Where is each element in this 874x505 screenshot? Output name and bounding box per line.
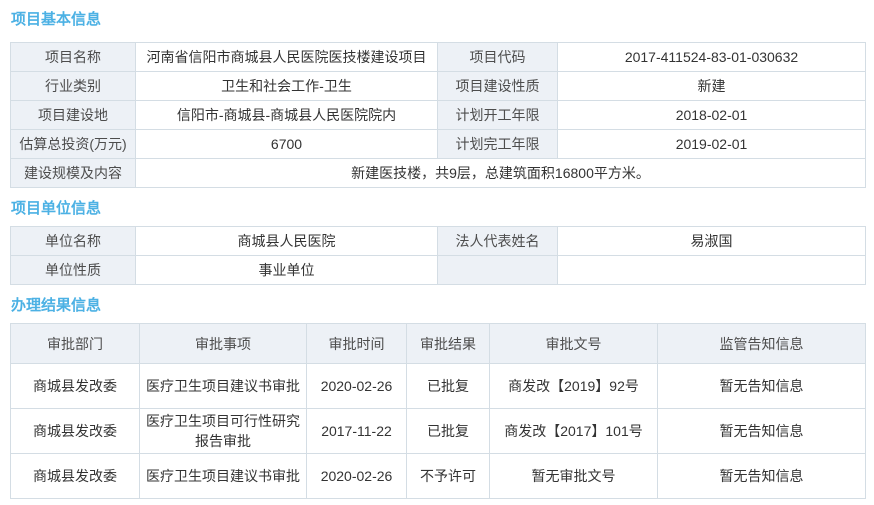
table-row: 建设规模及内容 新建医技楼，共9层，总建筑面积16800平方米。 <box>10 158 866 188</box>
table-row: 商城县发改委 医疗卫生项目建议书审批 2020-02-26 已批复 商发改【20… <box>10 363 866 409</box>
supervision-notice-cell: 暂无告知信息 <box>657 453 866 499</box>
approval-item-cell: 医疗卫生项目建议书审批 <box>139 363 307 409</box>
basic-info-table: 项目名称 河南省信阳市商城县人民医院医技楼建设项目 项目代码 2017-4115… <box>10 42 866 188</box>
unit-info-section-title: 项目单位信息 <box>11 200 102 217</box>
table-row: 项目建设地 信阳市-商城县-商城县人民医院院内 计划开工年限 2018-02-0… <box>10 100 866 130</box>
table-row: 单位性质 事业单位 <box>10 255 866 285</box>
table-row: 商城县发改委 医疗卫生项目可行性研究报告审批 2017-11-22 已批复 商发… <box>10 408 866 454</box>
estimated-investment-value: 6700 <box>135 129 438 159</box>
supervision-notice-cell: 暂无告知信息 <box>657 363 866 409</box>
approval-department-header: 审批部门 <box>10 323 140 364</box>
estimated-investment-label: 估算总投资(万元) <box>10 129 136 159</box>
table-row: 单位名称 商城县人民医院 法人代表姓名 易淑国 <box>10 226 866 256</box>
industry-category-value: 卫生和社会工作-卫生 <box>135 71 438 101</box>
planned-completion-year-label: 计划完工年限 <box>437 129 558 159</box>
planned-start-year-label: 计划开工年限 <box>437 100 558 130</box>
project-name-label: 项目名称 <box>10 42 136 72</box>
approval-time-cell: 2017-11-22 <box>306 408 407 454</box>
supervision-notice-header: 监管告知信息 <box>657 323 866 364</box>
table-row: 项目名称 河南省信阳市商城县人民医院医技楼建设项目 项目代码 2017-4115… <box>10 42 866 72</box>
empty-label-cell <box>437 255 558 285</box>
construction-scale-value: 新建医技楼，共9层，总建筑面积16800平方米。 <box>135 158 866 188</box>
project-name-value: 河南省信阳市商城县人民医院医技楼建设项目 <box>135 42 438 72</box>
result-info-section-title: 办理结果信息 <box>11 297 102 314</box>
approval-doc-number-cell: 商发改【2019】92号 <box>489 363 658 409</box>
approval-doc-number-cell: 商发改【2017】101号 <box>489 408 658 454</box>
basic-info-section-title: 项目基本信息 <box>11 11 102 28</box>
project-code-value: 2017-411524-83-01-030632 <box>557 42 866 72</box>
project-code-label: 项目代码 <box>437 42 558 72</box>
result-info-table: 审批部门 审批事项 审批时间 审批结果 审批文号 监管告知信息 商城县发改委 医… <box>10 323 866 499</box>
legal-representative-label: 法人代表姓名 <box>437 226 558 256</box>
approval-doc-number-header: 审批文号 <box>489 323 658 364</box>
table-row: 行业类别 卫生和社会工作-卫生 项目建设性质 新建 <box>10 71 866 101</box>
approval-time-cell: 2020-02-26 <box>306 363 407 409</box>
approval-doc-number-cell: 暂无审批文号 <box>489 453 658 499</box>
approval-item-cell: 医疗卫生项目建议书审批 <box>139 453 307 499</box>
table-row: 估算总投资(万元) 6700 计划完工年限 2019-02-01 <box>10 129 866 159</box>
table-row: 商城县发改委 医疗卫生项目建议书审批 2020-02-26 不予许可 暂无审批文… <box>10 453 866 499</box>
construction-nature-value: 新建 <box>557 71 866 101</box>
approval-department-cell: 商城县发改委 <box>10 363 140 409</box>
planned-start-year-value: 2018-02-01 <box>557 100 866 130</box>
industry-category-label: 行业类别 <box>10 71 136 101</box>
construction-site-value: 信阳市-商城县-商城县人民医院院内 <box>135 100 438 130</box>
planned-completion-year-value: 2019-02-01 <box>557 129 866 159</box>
approval-time-cell: 2020-02-26 <box>306 453 407 499</box>
approval-result-cell: 已批复 <box>406 363 490 409</box>
table-header-row: 审批部门 审批事项 审批时间 审批结果 审批文号 监管告知信息 <box>10 323 866 364</box>
approval-result-header: 审批结果 <box>406 323 490 364</box>
empty-value-cell <box>557 255 866 285</box>
construction-site-label: 项目建设地 <box>10 100 136 130</box>
legal-representative-value: 易淑国 <box>557 226 866 256</box>
unit-name-label: 单位名称 <box>10 226 136 256</box>
approval-time-header: 审批时间 <box>306 323 407 364</box>
construction-scale-label: 建设规模及内容 <box>10 158 136 188</box>
approval-department-cell: 商城县发改委 <box>10 408 140 454</box>
construction-nature-label: 项目建设性质 <box>437 71 558 101</box>
unit-nature-value: 事业单位 <box>135 255 438 285</box>
unit-nature-label: 单位性质 <box>10 255 136 285</box>
approval-item-cell: 医疗卫生项目可行性研究报告审批 <box>139 408 307 454</box>
approval-result-cell: 已批复 <box>406 408 490 454</box>
unit-name-value: 商城县人民医院 <box>135 226 438 256</box>
approval-department-cell: 商城县发改委 <box>10 453 140 499</box>
unit-info-table: 单位名称 商城县人民医院 法人代表姓名 易淑国 单位性质 事业单位 <box>10 226 866 285</box>
supervision-notice-cell: 暂无告知信息 <box>657 408 866 454</box>
approval-result-cell: 不予许可 <box>406 453 490 499</box>
approval-item-header: 审批事项 <box>139 323 307 364</box>
